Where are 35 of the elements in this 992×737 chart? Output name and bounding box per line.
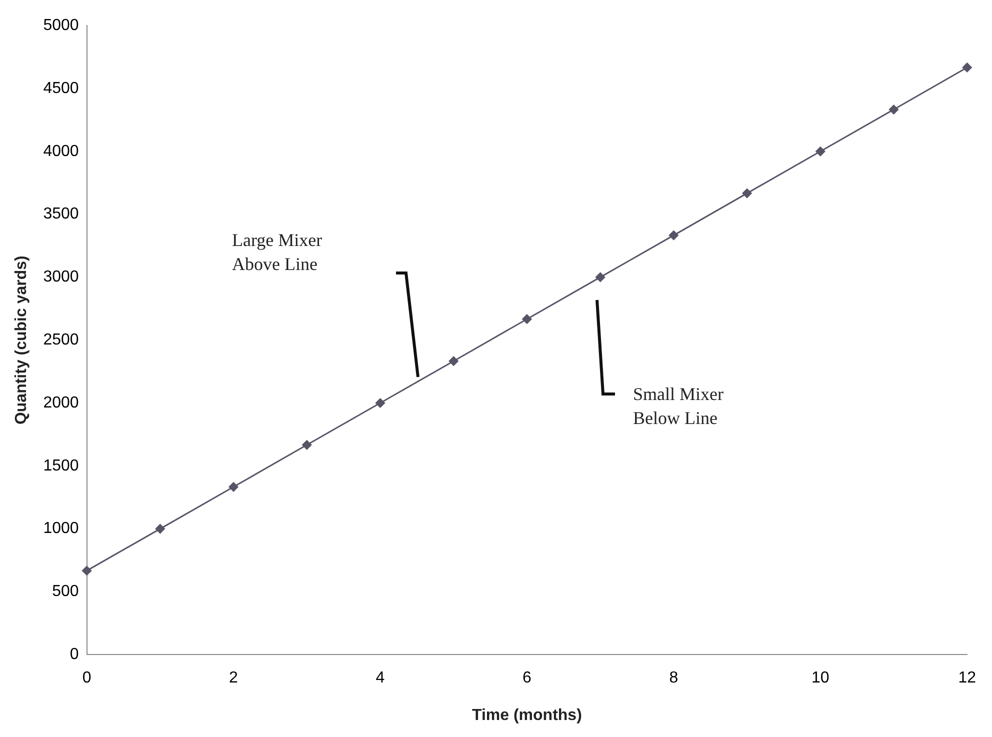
point bbox=[742, 188, 752, 198]
x-tick-label: 6 bbox=[522, 670, 532, 687]
point bbox=[816, 146, 826, 156]
y-tick-label: 5000 bbox=[43, 17, 79, 34]
point bbox=[375, 398, 385, 408]
y-tick-label: 1500 bbox=[43, 457, 79, 474]
y-tick-label: 3500 bbox=[43, 206, 79, 223]
y-axis-title: Quantity (cubic yards) bbox=[13, 256, 30, 425]
y-tick-label: 2500 bbox=[43, 332, 79, 349]
point bbox=[155, 524, 165, 534]
x-axis-title: Time (months) bbox=[472, 706, 582, 724]
point bbox=[228, 482, 238, 492]
annotation: Large Mixer Above Line bbox=[232, 229, 322, 276]
x-tick-label: 4 bbox=[376, 670, 385, 687]
y-tick-label: 0 bbox=[70, 646, 79, 664]
point bbox=[82, 566, 92, 576]
point bbox=[888, 104, 898, 114]
point bbox=[668, 230, 678, 240]
y-tick-label: 4000 bbox=[43, 142, 79, 160]
point bbox=[448, 356, 458, 366]
point bbox=[596, 272, 606, 282]
annotation: Small Mixer Below Line bbox=[633, 383, 724, 430]
x-tick-label: 10 bbox=[811, 670, 830, 687]
x-tick-label: 2 bbox=[229, 670, 238, 687]
point bbox=[522, 314, 532, 324]
y-tick-label: 3000 bbox=[43, 268, 79, 286]
y-tick-label: 500 bbox=[52, 583, 79, 600]
x-tick-label: 0 bbox=[82, 670, 92, 687]
point bbox=[962, 62, 972, 72]
y-tick-label: 1000 bbox=[43, 520, 79, 538]
y-tick-label: 4500 bbox=[43, 80, 79, 97]
x-tick-label: 12 bbox=[958, 670, 976, 687]
x-tick-label: 8 bbox=[669, 670, 678, 687]
point bbox=[302, 440, 312, 450]
y-tick-label: 2000 bbox=[43, 394, 79, 412]
